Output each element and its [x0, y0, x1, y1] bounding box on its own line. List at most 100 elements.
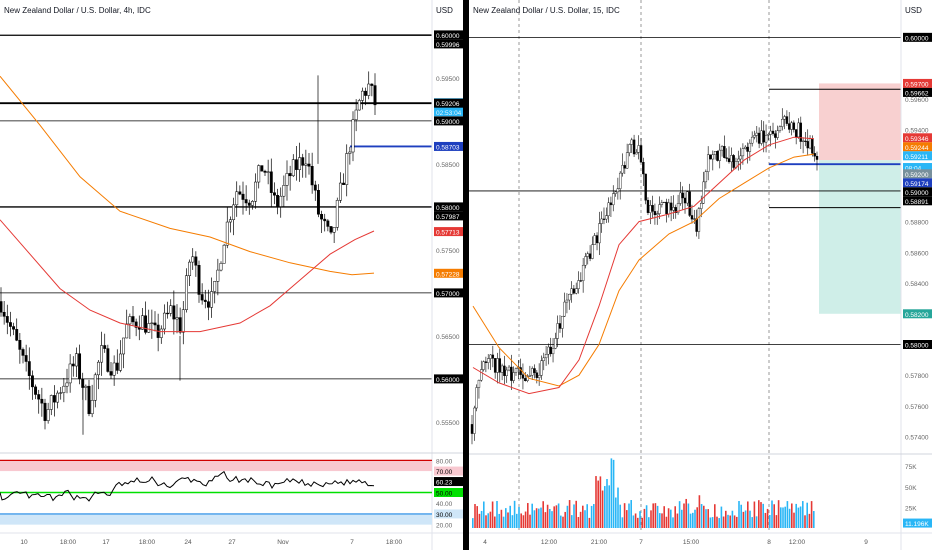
pane-divider[interactable] [463, 0, 469, 550]
right-candle [669, 202, 673, 211]
right-candle [635, 152, 638, 155]
right-time-label: 7 [639, 539, 643, 546]
left-candle [100, 345, 104, 363]
volume-bar [557, 503, 560, 528]
volume-bar [700, 504, 703, 528]
left-chart-pane[interactable]: 0.600000.599960.595000.5921102:53:040.59… [0, 0, 463, 550]
right-candle [496, 358, 499, 373]
right-candle [503, 365, 506, 376]
volume-bar [608, 485, 610, 528]
volume-bar [474, 504, 476, 528]
right-candle [484, 361, 488, 363]
right-candle [625, 152, 629, 169]
left-candle [162, 312, 166, 330]
left-candle [313, 184, 317, 191]
right-candle [556, 323, 559, 339]
right-candle [493, 358, 497, 373]
left-candle [128, 316, 132, 325]
left-candle [8, 322, 12, 327]
right-candle [750, 136, 754, 144]
volume-bar [751, 517, 753, 528]
volume-bar [632, 515, 635, 528]
left-candle [360, 90, 364, 101]
right-price-label: 0.57400 [905, 435, 929, 442]
left-candle [338, 182, 342, 201]
left-price-label: 0.57713 [436, 230, 460, 237]
left-candle [294, 159, 298, 170]
take-profit-zone [819, 160, 901, 314]
volume-bar [546, 504, 549, 528]
left-candle [2, 311, 6, 317]
right-candle [533, 368, 536, 373]
left-candle [125, 323, 129, 339]
left-candle [269, 171, 273, 193]
right-candle [649, 205, 652, 213]
right-candle [593, 235, 596, 245]
volume-bar [703, 505, 705, 528]
left-price-label: 0.58000 [436, 205, 460, 212]
right-chart-pane[interactable]: 0.60000 0.59700 0.59662 0.59600 0.59400 0.593… [469, 0, 932, 550]
right-price-label-bg [903, 187, 932, 197]
volume-bar [780, 507, 782, 528]
right-candle [739, 155, 742, 160]
volume-bar [791, 503, 793, 528]
left-candle [285, 173, 289, 186]
volume-bar [747, 501, 749, 528]
right-candle [679, 192, 682, 204]
volume-bar [597, 480, 599, 528]
right-candle [621, 165, 624, 174]
left-ma-orange [0, 75, 375, 276]
right-candle [815, 156, 819, 160]
right-candle [514, 368, 518, 373]
left-time-label: 18:00 [139, 539, 156, 546]
left-candle [254, 181, 258, 202]
left-price-label-bg [434, 98, 463, 108]
left-price-label: 0.56500 [436, 334, 460, 341]
volume-bar [489, 511, 492, 528]
right-candle [799, 122, 802, 142]
right-candle [709, 154, 712, 160]
left-candle [206, 301, 210, 308]
right-price-label: 0.57800 [905, 373, 929, 380]
volume-bar [744, 510, 747, 528]
right-price-label-bg [903, 78, 932, 88]
volume-bar [696, 507, 698, 528]
volume-bar [667, 508, 670, 528]
left-candle [112, 362, 116, 376]
volume-bar [771, 500, 773, 528]
right-price-label-bg [903, 87, 932, 97]
volume-bar [795, 503, 797, 528]
right-candle [623, 165, 627, 169]
left-candle [24, 355, 28, 362]
right-candle [723, 146, 726, 158]
left-currency-label: USD [436, 6, 453, 15]
left-time-label: 17 [102, 539, 110, 546]
right-price-label: 08:04 [905, 166, 922, 173]
volume-bar [562, 516, 564, 528]
left-candle [323, 218, 327, 222]
left-candle [203, 299, 207, 302]
right-candle [660, 202, 664, 205]
left-chart-canvas[interactable]: 0.600000.599960.595000.5921102:53:040.59… [0, 0, 463, 550]
right-currency-label: USD [905, 6, 922, 15]
right-candle [811, 138, 814, 154]
left-price-label: 0.57987 [436, 214, 460, 221]
right-candle [658, 204, 661, 214]
rsi-axis-label: 50.00 [436, 491, 453, 498]
left-candle [316, 190, 320, 215]
left-candle [364, 90, 368, 96]
left-candle [373, 85, 377, 106]
right-candle [693, 218, 696, 220]
right-candle [598, 223, 601, 244]
left-candle [169, 305, 173, 314]
volume-bar [612, 459, 615, 528]
volume-bar [637, 517, 639, 528]
right-price-label: 0.59211 [905, 154, 928, 161]
right-candle [778, 126, 782, 131]
right-candle [748, 142, 752, 152]
right-candle [792, 122, 796, 130]
right-ma-orange [472, 153, 815, 387]
right-candle [588, 253, 592, 259]
volume-bar [577, 517, 580, 528]
